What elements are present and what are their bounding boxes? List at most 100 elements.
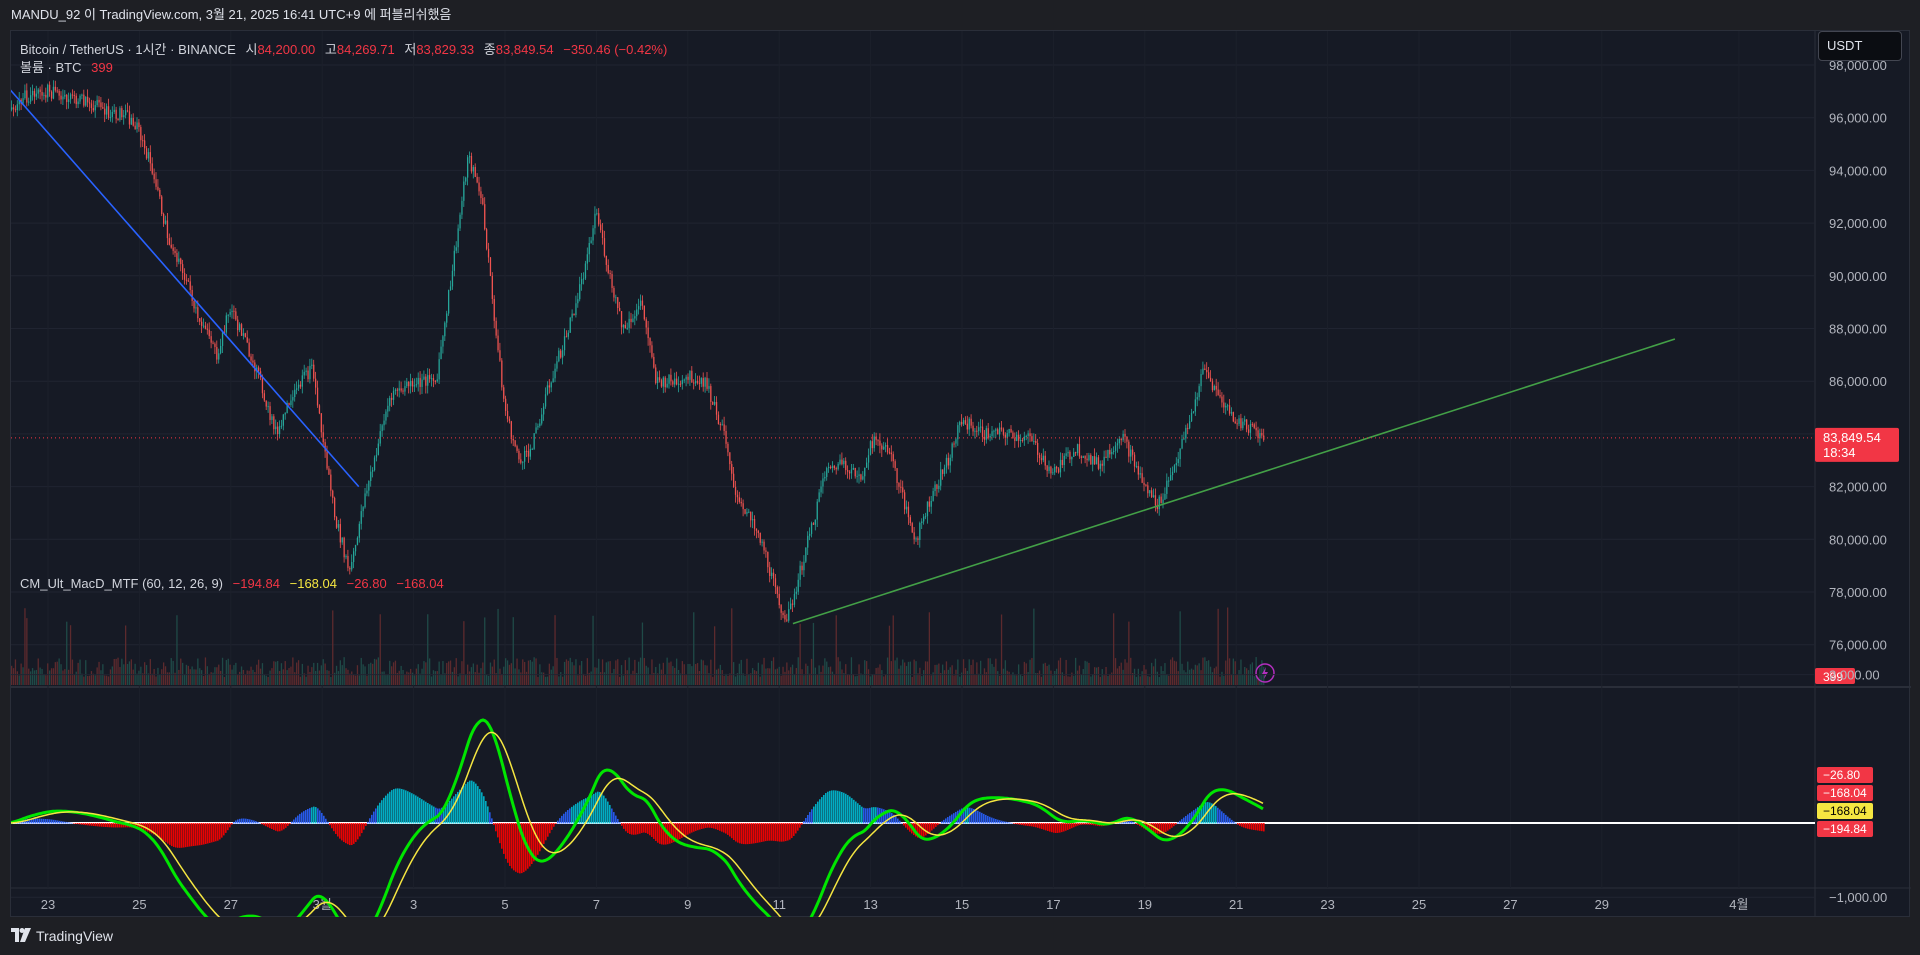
- tradingview-logo-icon: [11, 928, 31, 942]
- candle-body: [280, 425, 283, 427]
- macd-hist-bar: [317, 808, 319, 824]
- macd-hist-bar: [415, 795, 417, 824]
- candle-body: [484, 204, 486, 230]
- candle-body: [655, 367, 657, 384]
- macd-hist-bar: [213, 823, 215, 842]
- high-value: 84,269.71: [336, 42, 395, 57]
- macd-hist-bar: [873, 807, 875, 824]
- macd-hist-bar: [837, 790, 839, 824]
- volume-bar: [478, 672, 480, 685]
- macd-hist-bar: [263, 823, 265, 826]
- candle-body: [1044, 455, 1046, 466]
- volume-bar: [30, 671, 32, 685]
- volume-bar: [364, 666, 366, 685]
- time-tick-label: 3: [410, 897, 417, 912]
- candle-body: [214, 343, 216, 347]
- candle-body: [240, 324, 243, 336]
- volume-bar: [537, 676, 539, 685]
- candle-body: [552, 378, 554, 383]
- macd-hist-bar: [659, 823, 661, 844]
- volume-bar: [930, 675, 932, 685]
- time-tick-label: 29: [1595, 897, 1609, 912]
- volume-bar: [769, 668, 771, 685]
- macd-hist-bar: [723, 823, 725, 833]
- volume-bar: [1105, 666, 1107, 685]
- macd-hist-bar: [249, 819, 251, 824]
- macd-tick-label: 2,000.00: [1829, 668, 1880, 683]
- volume-bar: [510, 663, 512, 685]
- candle-body: [600, 224, 602, 231]
- macd-hist-bar: [817, 801, 819, 824]
- volume-bar: [1236, 674, 1238, 685]
- volume-bar: [231, 669, 233, 685]
- macd-hist-bar: [291, 821, 293, 824]
- candle-body: [1192, 411, 1195, 413]
- volume-bar: [125, 625, 127, 685]
- candle-body: [932, 491, 934, 501]
- candle-body: [81, 94, 83, 96]
- candle-body: [92, 108, 94, 111]
- volume-bar: [87, 675, 89, 685]
- volume-bar: [242, 669, 245, 685]
- candle-body: [710, 386, 712, 402]
- macd-hist-bar: [349, 823, 351, 846]
- candle-body: [1082, 456, 1084, 458]
- currency-button[interactable]: USDT: [1818, 31, 1902, 61]
- volume-bar: [822, 665, 824, 685]
- candle-body: [94, 105, 96, 111]
- tradingview-brand: TradingView: [36, 928, 114, 944]
- candle-body: [1069, 451, 1071, 460]
- candle-body: [239, 324, 241, 331]
- volume-bar: [474, 672, 476, 685]
- candle-body: [1219, 394, 1221, 397]
- candle-body: [892, 454, 894, 462]
- volume-bar: [742, 673, 744, 685]
- macd-hist-bar: [1251, 823, 1253, 830]
- candle-body: [1088, 455, 1090, 461]
- candle-body: [315, 378, 317, 388]
- candle-body: [877, 440, 879, 442]
- volume-bar: [677, 669, 680, 685]
- macd-hist-bar: [1187, 814, 1189, 824]
- macd-hist-bar: [695, 823, 697, 831]
- candle-body: [476, 176, 478, 183]
- volume-bar: [54, 662, 56, 685]
- macd-hist-bar: [567, 810, 569, 824]
- candle-body: [829, 466, 832, 469]
- volume-bar: [37, 658, 39, 685]
- macd-hist-bar: [69, 822, 71, 824]
- candle-body: [744, 509, 746, 514]
- volume-bar: [1158, 676, 1160, 685]
- volume-bar: [961, 672, 963, 685]
- volume-bar: [999, 675, 1001, 685]
- macd-hist-bar: [1261, 823, 1263, 832]
- macd-hist-bar: [1169, 823, 1171, 830]
- candle-body: [372, 470, 374, 472]
- chart-panel[interactable]: 98,000.00 96,000.00 94,000.00 92,000.00 90,0…: [10, 30, 1911, 918]
- candle-body: [601, 230, 604, 239]
- candle-body: [605, 255, 607, 265]
- candle-body: [49, 84, 51, 92]
- volume-bar: [370, 662, 372, 685]
- volume-bar: [1166, 674, 1168, 685]
- candle-body: [425, 376, 427, 386]
- macd-hist-bar: [225, 823, 227, 833]
- volume-bar: [710, 659, 712, 685]
- candle-body: [1099, 463, 1101, 469]
- candle-body: [869, 441, 872, 456]
- volume-bar: [296, 662, 298, 685]
- candle-body: [696, 380, 699, 383]
- volume-bar: [303, 673, 305, 685]
- volume-bar: [852, 673, 854, 685]
- macd-hist-bar: [53, 819, 55, 824]
- macd-hist-bar: [315, 807, 317, 824]
- volume-bar: [714, 626, 716, 685]
- price-chart[interactable]: 98,000.0096,000.0094,000.0092,000.0090,0…: [11, 31, 1911, 918]
- candle-body: [427, 375, 429, 386]
- candle-body: [1234, 421, 1236, 424]
- macd-hist-bar: [1013, 823, 1015, 824]
- macd-hist-bar: [827, 791, 829, 824]
- macd-hist-bar: [681, 823, 683, 838]
- candle-body: [1012, 432, 1014, 439]
- volume-bar: [1063, 675, 1065, 685]
